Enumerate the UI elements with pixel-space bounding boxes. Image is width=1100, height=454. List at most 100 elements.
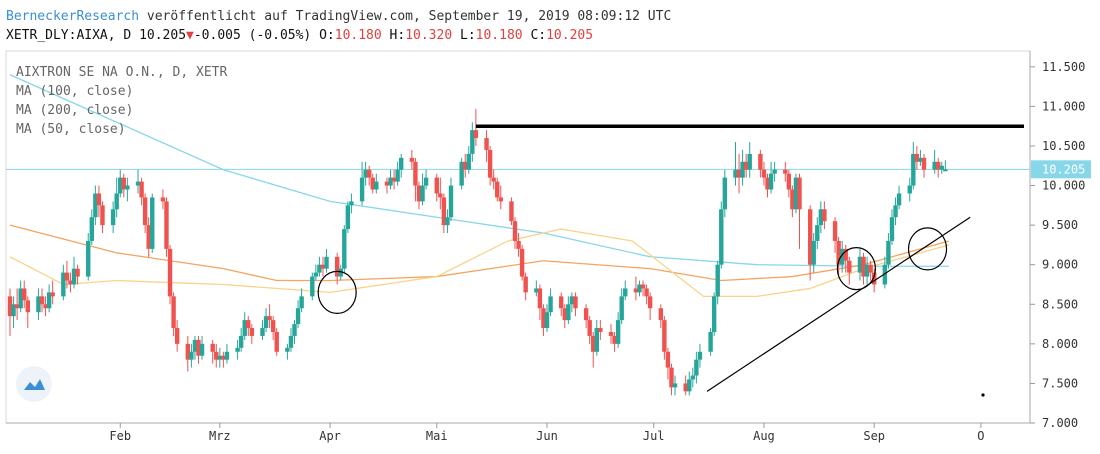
candle-body [295, 308, 301, 325]
candle [743, 153, 749, 178]
candles [7, 108, 948, 396]
candle [537, 284, 543, 321]
candle [345, 201, 351, 234]
candle [573, 292, 578, 317]
candle [18, 280, 23, 313]
candle [423, 169, 429, 190]
candle [285, 343, 290, 360]
candle-body [270, 320, 276, 332]
candle-body [544, 312, 550, 329]
candle [889, 209, 895, 245]
candle-body [185, 343, 191, 360]
candle [886, 233, 891, 269]
candle-body [886, 240, 891, 265]
candle-body [662, 320, 667, 352]
candle [139, 177, 144, 206]
candle-body [694, 359, 699, 376]
candle-body [562, 308, 567, 321]
price-tick-label: 8.500 [1042, 297, 1078, 311]
candle [334, 252, 340, 285]
candle-body [740, 161, 745, 178]
candle-body [911, 153, 916, 186]
candle [932, 149, 937, 174]
candle [815, 217, 820, 249]
candle [384, 177, 390, 194]
candle [516, 233, 521, 257]
candle-body [274, 331, 279, 352]
candle [100, 201, 105, 234]
candle-body [366, 169, 372, 178]
candle [623, 280, 628, 301]
candle-body [395, 169, 400, 182]
candle-body [665, 351, 671, 368]
candle-body [93, 193, 98, 218]
candle-body [811, 240, 816, 265]
candle [544, 304, 550, 332]
legend-ma200[interactable]: MA (200, close) [16, 103, 134, 118]
candle [189, 343, 194, 368]
author-link[interactable]: BerneckerResearch [6, 9, 140, 24]
candle [25, 296, 30, 329]
candle [911, 142, 916, 190]
candle [310, 272, 315, 301]
candle [615, 312, 621, 348]
annotation-circle[interactable] [907, 227, 948, 271]
candle [658, 304, 664, 329]
candle-body [786, 173, 792, 190]
candle [669, 363, 674, 396]
candle-body [861, 256, 866, 277]
candle [790, 185, 795, 218]
candle-body [267, 316, 272, 321]
candle [142, 193, 148, 234]
candle-body [722, 177, 728, 210]
candle-body [523, 276, 528, 293]
candle [715, 260, 720, 305]
last-price-tag: 10.205 [1031, 160, 1091, 179]
high-label: H: [389, 28, 406, 43]
candle-body [221, 355, 226, 360]
low-value: 10.180 [475, 28, 523, 43]
legend-ma50[interactable]: MA (50, close) [16, 122, 126, 137]
candle-body [683, 383, 688, 392]
candle [246, 316, 251, 336]
candle [783, 161, 788, 182]
candle [619, 288, 624, 325]
candle [495, 177, 500, 202]
candle-body [818, 209, 824, 226]
candle [882, 256, 888, 289]
candle-body [559, 296, 564, 309]
candle [171, 292, 176, 336]
annotation-circle[interactable] [836, 247, 877, 291]
last-price: 10.205 [139, 28, 187, 43]
price-tick-label: 10.000 [1042, 179, 1085, 193]
candle-body [448, 185, 454, 218]
candle [221, 351, 226, 368]
price-tick-label: 10.500 [1042, 139, 1085, 153]
candle [733, 142, 738, 186]
candle [640, 280, 646, 297]
annotation-circle[interactable] [317, 270, 357, 315]
candle-body [110, 209, 116, 226]
candle [498, 185, 503, 210]
candle [665, 347, 671, 380]
low-label: L: [460, 28, 476, 43]
candle-body [46, 292, 52, 309]
candle-body [64, 272, 70, 281]
time-axis-ticks: Feb Mrz Apr Mai Jun Jul Aug Sep O [109, 423, 984, 443]
candle [11, 296, 16, 329]
candle [612, 331, 617, 352]
support-trendline[interactable] [706, 216, 971, 392]
legend-ma100[interactable]: MA (100, close) [16, 84, 134, 99]
candle-body [615, 320, 621, 344]
candle-body [174, 328, 180, 344]
candle-body [374, 181, 379, 190]
candle-body [822, 209, 827, 222]
candle [847, 256, 852, 285]
candle [608, 324, 614, 344]
published-text: veröffentlicht auf TradingView.com, Sept… [146, 9, 672, 24]
candle-body [363, 169, 368, 178]
candle-body [843, 248, 848, 261]
candle [196, 335, 201, 364]
tradingview-logo-icon[interactable] [16, 366, 52, 402]
